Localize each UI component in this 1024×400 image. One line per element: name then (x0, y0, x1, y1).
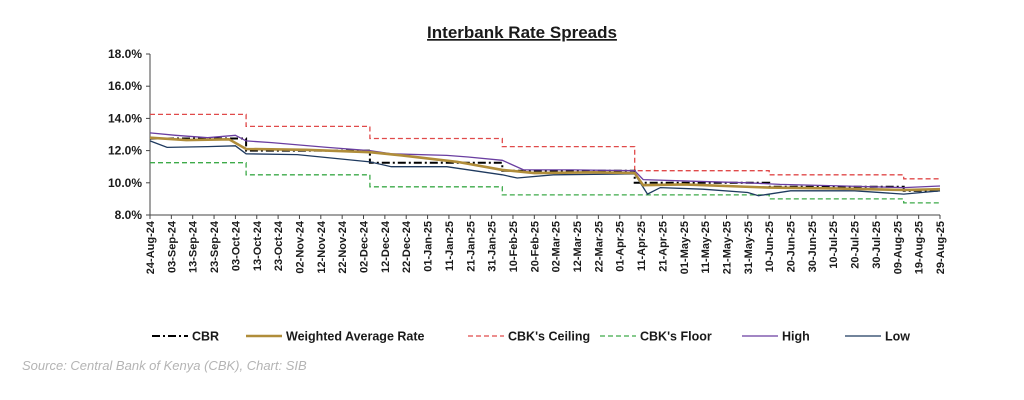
x-tick-label: 30-Jul-25 (871, 221, 883, 269)
x-tick-label: 10-Jul-25 (828, 221, 840, 269)
y-tick-label: 12.0% (108, 144, 142, 158)
x-tick-label: 10-Jun-25 (764, 221, 776, 272)
series-cbk-s-floor (150, 162, 940, 204)
x-tick-label: 11-May-25 (700, 221, 712, 274)
series-weighted-average-rate (149, 136, 941, 192)
x-tick-label: 21-May-25 (721, 221, 733, 274)
x-tick-label: 21-Jan-25 (465, 221, 477, 272)
x-tick-label: 30-Jun-25 (807, 221, 819, 272)
x-tick-label: 22-Nov-24 (337, 220, 349, 273)
y-tick-label: 8.0% (115, 208, 143, 222)
x-tick-label: 24-Aug-24 (145, 220, 157, 274)
x-tick-label: 03-Sep-24 (166, 220, 178, 273)
legend-label: Low (885, 330, 910, 344)
y-tick-label: 14.0% (108, 111, 142, 125)
x-tick-label: 11-Jan-25 (444, 221, 456, 271)
x-tick-label: 12-Dec-24 (380, 220, 392, 273)
x-tick-label: 20-Jun-25 (786, 221, 798, 272)
legend-label: CBR (192, 330, 219, 344)
legend-label: Weighted Average Rate (286, 330, 425, 344)
x-tick-label: 22-Dec-24 (401, 220, 413, 273)
series-cbk-s-ceiling (150, 113, 940, 180)
source-note: Source: Central Bank of Kenya (CBK), Cha… (22, 358, 307, 373)
series-layer (149, 113, 941, 204)
legend-label: High (782, 330, 810, 344)
x-tick-label: 01-May-25 (679, 221, 691, 274)
x-tick-label: 11-Apr-25 (636, 221, 648, 271)
x-tick-label: 21-Apr-25 (657, 221, 669, 272)
x-axis: 24-Aug-24 03-Sep-24 13-Sep-24 23-Sep-24 03-O… (145, 214, 947, 274)
x-tick-label: 03-Oct-24 (230, 220, 242, 271)
x-tick-label: 13-Oct-24 (252, 220, 264, 271)
x-tick-label: 02-Mar-25 (551, 221, 563, 272)
x-tick-label: 01-Jan-25 (423, 221, 435, 272)
x-tick-label: 22-Mar-25 (593, 221, 605, 272)
x-tick-label: 31-Jan-25 (487, 221, 499, 272)
legend-label: CBK's Ceiling (508, 330, 590, 344)
legend-label: CBK's Floor (640, 330, 712, 344)
x-tick-label: 19-Aug-25 (914, 221, 926, 274)
chart-title: Interbank Rate Spreads (427, 23, 617, 42)
x-tick-label: 02-Nov-24 (294, 220, 306, 273)
x-tick-label: 12-Mar-25 (572, 221, 584, 272)
x-tick-label: 02-Dec-24 (359, 220, 371, 273)
y-axis: 8.0% 10.0% 12.0% 14.0% 16.0% 18.0% (108, 47, 151, 222)
x-tick-label: 13-Sep-24 (188, 220, 200, 273)
x-tick-label: 10-Feb-25 (508, 221, 520, 272)
x-tick-label: 29-Aug-25 (935, 221, 947, 274)
x-tick-label: 20-Jul-25 (850, 221, 862, 269)
legend: CBR Weighted Average Rate CBK's Ceiling CBK… (152, 330, 910, 344)
x-tick-label: 09-Aug-25 (892, 221, 904, 274)
x-tick-label: 20-Feb-25 (529, 221, 541, 272)
x-tick-label: 31-May-25 (743, 221, 755, 274)
x-tick-label: 23-Oct-24 (273, 220, 285, 271)
x-tick-label: 12-Nov-24 (316, 220, 328, 273)
series-low (149, 140, 941, 197)
x-tick-label: 01-Apr-25 (615, 221, 627, 272)
x-tick-label: 23-Sep-24 (209, 220, 221, 273)
y-tick-label: 16.0% (108, 79, 142, 93)
series-high (149, 132, 941, 189)
y-tick-label: 10.0% (108, 176, 142, 190)
y-tick-label: 18.0% (108, 47, 142, 61)
